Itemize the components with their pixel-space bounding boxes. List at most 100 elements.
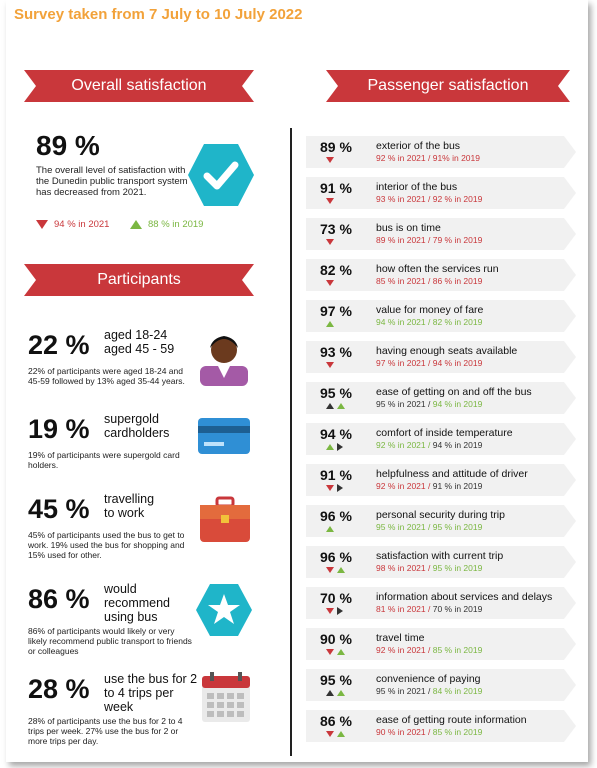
row-pct: 96 % (320, 549, 352, 565)
up-arrow-icon (337, 730, 345, 737)
participant-desc: 19% of participants were supergold card … (28, 450, 180, 470)
calendar-icon (202, 672, 250, 722)
trend-indicators (326, 606, 343, 615)
row-text: having enough seats available (376, 345, 518, 357)
satisfaction-row: 94 % comfort of inside temperature 92 % in… (306, 423, 576, 455)
row-text: ease of getting on and off the bus (376, 386, 532, 398)
comparison-2019: 94 % in 2019 (432, 440, 483, 450)
down-arrow-icon (326, 566, 334, 573)
person-icon (200, 336, 248, 386)
row-text: value for money of fare (376, 304, 484, 316)
row-text: travel time (376, 632, 425, 644)
satisfaction-row: 93 % having enough seats available 97 % in… (306, 341, 576, 373)
comparison-2021: 93 % in 2021 / (376, 194, 433, 204)
satisfaction-row: 82 % how often the services run 85 % in 20… (306, 259, 576, 291)
right-arrow-icon (337, 606, 343, 615)
row-pct: 94 % (320, 426, 352, 442)
row-comparison: 95 % in 2021 / 94 % in 2019 (376, 399, 482, 409)
down-arrow-icon (326, 648, 334, 655)
comparison-2021: 85 % in 2021 / (376, 276, 433, 286)
participant-desc: 45% of participants used the bus to get … (28, 530, 185, 560)
row-text: ease of getting route information (376, 714, 527, 726)
row-background (306, 177, 576, 209)
satisfaction-row: 97 % value for money of fare 94 % in 2021 … (306, 300, 576, 332)
comparison-2019: 82 % in 2019 (432, 317, 483, 327)
comparison-2019: 91% in 2019 (432, 153, 480, 163)
participants-banner-label: Participants (97, 271, 181, 288)
row-comparison: 97 % in 2021 / 94 % in 2019 (376, 358, 482, 368)
overall-2019-label: 88 % in 2019 (148, 219, 204, 230)
down-arrow-icon (326, 361, 334, 368)
checkmark-icon (188, 144, 254, 206)
row-background (306, 382, 576, 414)
comparison-2021: 94 % in 2021 / (376, 317, 433, 327)
row-background (306, 136, 576, 168)
up-arrow-icon (326, 443, 334, 450)
participant-desc: 86% of participants would likely or very… (28, 626, 192, 656)
satisfaction-row: 91 % interior of the bus 93 % in 2021 / 92… (306, 177, 576, 209)
row-pct: 70 % (320, 590, 352, 606)
up-arrow-icon (337, 689, 345, 696)
down-arrow-icon (326, 197, 334, 204)
row-comparison: 85 % in 2021 / 86 % in 2019 (376, 276, 482, 286)
comparison-2019: 85 % in 2019 (432, 645, 483, 655)
row-comparison: 89 % in 2021 / 79 % in 2019 (376, 235, 482, 245)
comparison-2019: 94 % in 2019 (432, 399, 483, 409)
comparison-2019: 85 % in 2019 (432, 727, 483, 737)
row-text: helpfulness and attitude of driver (376, 468, 528, 480)
comparison-2019: 94 % in 2019 (432, 358, 483, 368)
row-text: personal security during trip (376, 509, 505, 521)
trend-indicators (326, 155, 334, 164)
trend-indicators (326, 319, 334, 328)
row-background (306, 423, 576, 455)
row-pct: 82 % (320, 262, 352, 278)
participant-label: travelling to work (104, 492, 155, 520)
up-arrow-icon (337, 648, 345, 655)
briefcase-icon (200, 496, 250, 542)
row-comparison: 90 % in 2021 / 85 % in 2019 (376, 727, 482, 737)
satisfaction-row: 73 % bus is on time 89 % in 2021 / 79 % in… (306, 218, 576, 250)
passenger-satisfaction-banner: Passenger satisfaction (326, 70, 570, 102)
comparison-2021: 95 % in 2021 / (376, 522, 433, 532)
comparison-2019: 91 % in 2019 (432, 481, 483, 491)
trend-indicators (326, 442, 343, 451)
overall-2021-label: 94 % in 2021 (54, 219, 110, 230)
row-comparison: 81 % in 2021 / 70 % in 2019 (376, 604, 482, 614)
down-arrow-icon (36, 219, 48, 229)
column-divider (290, 128, 292, 756)
row-background (306, 505, 576, 537)
trend-indicators (326, 688, 345, 697)
comparison-2021: 95 % in 2021 / (376, 686, 433, 696)
participant-pct: 28 % (28, 674, 90, 704)
row-comparison: 92 % in 2021 / 91% in 2019 (376, 153, 480, 163)
row-text: bus is on time (376, 222, 441, 234)
comparison-2021: 92 % in 2021 / (376, 645, 433, 655)
satisfaction-row: 70 % information about services and delay… (306, 587, 576, 619)
trend-indicators (326, 565, 345, 574)
row-text: exterior of the bus (376, 140, 461, 152)
row-pct: 97 % (320, 303, 352, 319)
row-background (306, 546, 576, 578)
right-arrow-icon (337, 442, 343, 451)
row-pct: 91 % (320, 180, 352, 196)
trend-indicators (326, 196, 334, 205)
row-pct: 90 % (320, 631, 352, 647)
row-comparison: 92 % in 2021 / 94 % in 2019 (376, 440, 482, 450)
row-background (306, 628, 576, 660)
up-arrow-dark-icon (326, 689, 334, 696)
comparison-2021: 92 % in 2021 / (376, 440, 433, 450)
participant-pct: 19 % (28, 414, 90, 444)
row-pct: 96 % (320, 508, 352, 524)
overall-pct: 89 % (36, 130, 100, 161)
star-icon (196, 584, 252, 636)
participant-desc: 28% of participants use the bus for 2 to… (28, 716, 183, 746)
participant-pct: 22 % (28, 330, 90, 360)
down-arrow-icon (326, 607, 334, 614)
card-icon (198, 418, 250, 454)
row-comparison: 93 % in 2021 / 92 % in 2019 (376, 194, 482, 204)
trend-indicators (326, 729, 345, 738)
passenger-banner-label: Passenger satisfaction (367, 77, 529, 94)
row-pct: 91 % (320, 467, 352, 483)
comparison-2021: 95 % in 2021 / (376, 399, 433, 409)
participant-label: supergold cardholders (104, 412, 170, 440)
